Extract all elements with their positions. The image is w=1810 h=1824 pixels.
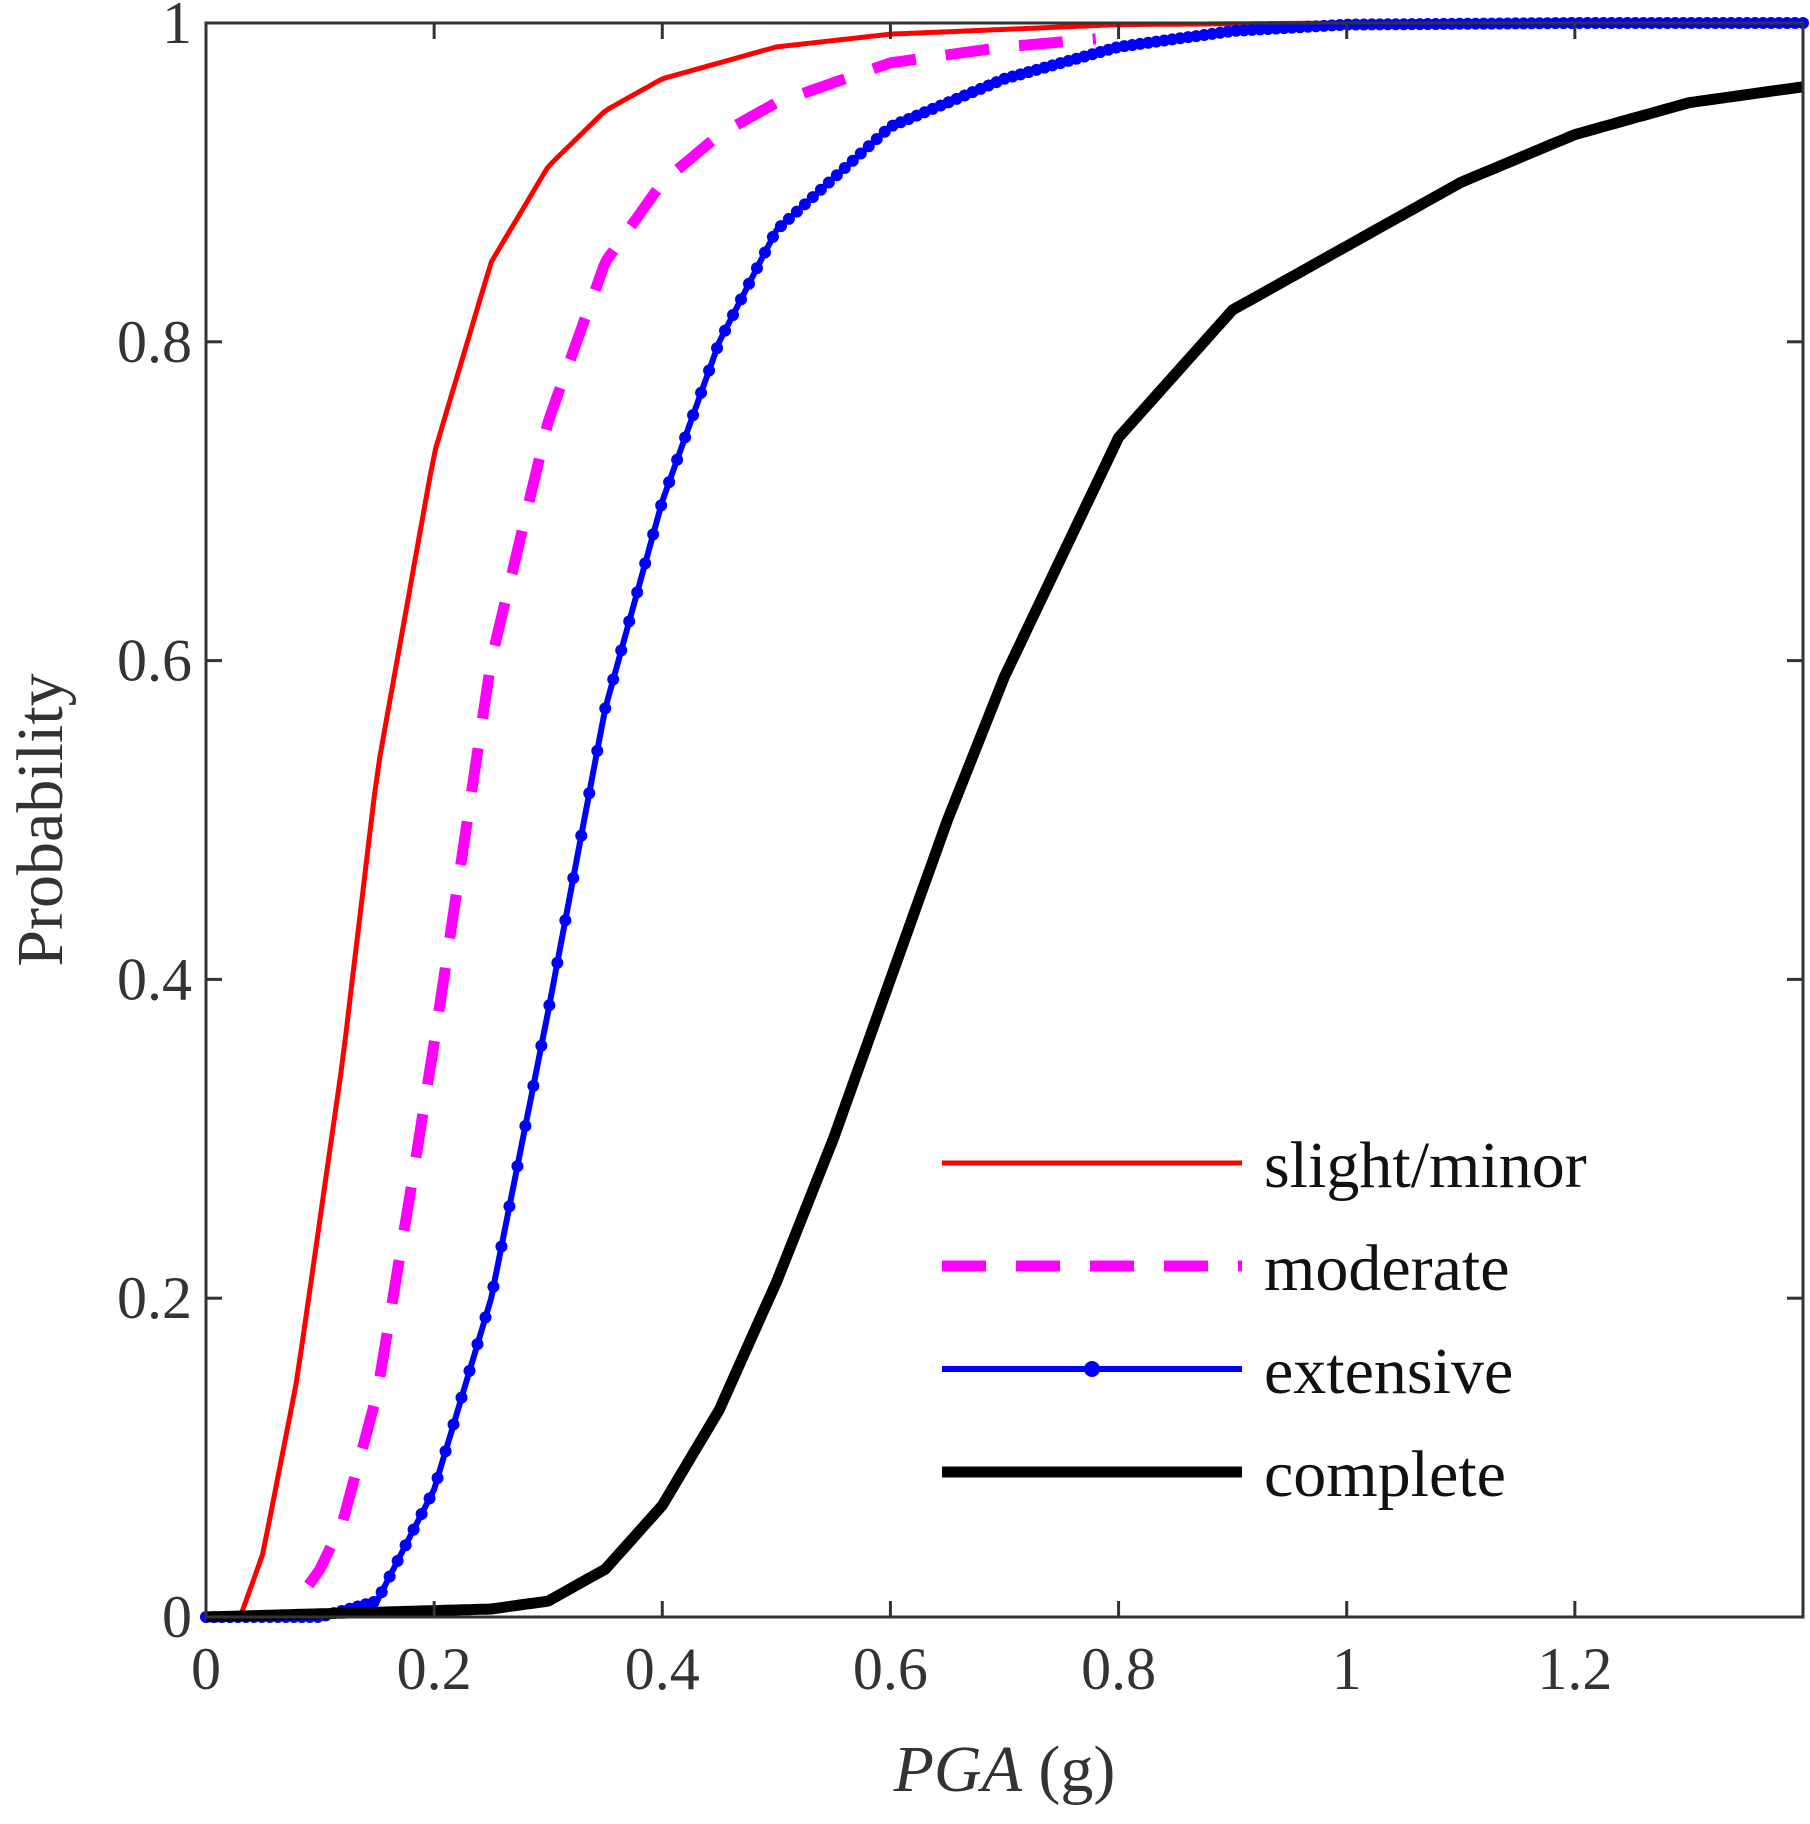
series-marker	[870, 133, 883, 146]
y-axis-label: Probability	[4, 673, 77, 966]
x-tick-label: 1	[1332, 1636, 1362, 1702]
x-tick-label: 0.2	[397, 1636, 472, 1702]
series-marker	[750, 262, 763, 275]
series-marker	[503, 1200, 516, 1213]
series-line-1	[304, 33, 1099, 1589]
legend-label: moderate	[1264, 1232, 1510, 1305]
y-tick-label: 0	[162, 1584, 192, 1650]
series-marker	[439, 1445, 452, 1458]
series-marker	[663, 476, 676, 489]
series-marker	[583, 787, 596, 800]
series-marker	[655, 499, 668, 512]
series-marker	[854, 147, 867, 160]
series-marker	[383, 1570, 396, 1583]
series-marker	[822, 176, 835, 189]
series-marker	[711, 342, 724, 355]
series-marker	[423, 1492, 436, 1505]
series-marker	[790, 205, 803, 218]
series-marker	[838, 162, 851, 175]
series-marker	[415, 1508, 428, 1521]
series-marker	[766, 230, 779, 243]
series-marker	[798, 198, 811, 211]
series-marker	[407, 1523, 420, 1536]
series-marker	[719, 324, 732, 337]
series-marker	[703, 364, 716, 377]
series-marker	[367, 1596, 380, 1609]
x-axis-label: PGA (g)	[893, 1733, 1116, 1806]
series-marker	[455, 1391, 468, 1404]
series-marker	[551, 956, 564, 969]
x-tick-label: 0.4	[625, 1636, 700, 1702]
legend-label: extensive	[1264, 1335, 1513, 1408]
series-marker	[447, 1418, 460, 1431]
series-marker	[535, 1039, 548, 1052]
series-marker	[431, 1472, 444, 1485]
series-marker	[623, 615, 636, 628]
series-marker	[543, 999, 556, 1012]
series-marker	[599, 702, 612, 715]
series-marker	[559, 914, 572, 927]
series-marker	[679, 431, 692, 444]
series-marker	[591, 744, 604, 757]
series-marker	[742, 277, 755, 290]
series-marker	[639, 557, 652, 570]
axes-box	[204, 21, 1805, 1619]
series-marker	[647, 528, 660, 541]
series-marker	[479, 1311, 492, 1324]
series-marker	[527, 1079, 540, 1092]
x-tick-label: 0	[191, 1636, 221, 1702]
series-marker	[615, 644, 628, 657]
series-marker	[862, 140, 875, 153]
y-tick-label: 0.6	[117, 628, 192, 694]
series-marker	[687, 409, 700, 422]
series-marker	[695, 386, 708, 399]
x-axis-label-italic: PGA	[893, 1733, 1023, 1806]
series-marker	[607, 673, 620, 686]
series-marker	[830, 169, 843, 182]
series-marker	[727, 309, 740, 322]
y-tick-label: 0.4	[117, 946, 192, 1012]
series-marker	[567, 872, 580, 885]
x-tick-label: 1.2	[1537, 1636, 1612, 1702]
series-marker	[495, 1240, 508, 1253]
legend-label: slight/minor	[1264, 1129, 1587, 1202]
x-axis-label-unit: (g)	[1022, 1733, 1115, 1806]
series-marker	[519, 1120, 532, 1133]
series-line-3	[205, 81, 1804, 1623]
series-marker	[806, 191, 819, 204]
tick-label-group: 0 0.2 0.4 0.6 0.8 1 1.2 0 0.2 0.4 0.6 0.8 1	[117, 0, 1612, 1702]
legend-label: complete	[1264, 1438, 1506, 1511]
legend-marker	[1084, 1361, 1100, 1377]
y-tick-label: 0.8	[117, 309, 192, 375]
series-marker	[575, 829, 588, 842]
series-marker	[511, 1160, 524, 1173]
series-marker	[814, 183, 827, 196]
y-tick-label: 0.2	[117, 1265, 192, 1331]
series-marker	[671, 453, 684, 466]
series-marker	[734, 293, 747, 306]
y-tick-label: 1	[162, 0, 192, 56]
series-marker	[375, 1586, 388, 1599]
series-marker	[774, 220, 787, 233]
x-tick-label: 0.8	[1081, 1636, 1156, 1702]
tick-group	[204, 21, 1803, 1619]
series-marker	[487, 1280, 500, 1293]
x-tick-label: 0.6	[853, 1636, 928, 1702]
series-marker	[399, 1539, 412, 1552]
series-marker	[471, 1338, 484, 1351]
series-marker	[782, 212, 795, 225]
series-marker	[631, 586, 644, 599]
series-marker	[391, 1554, 404, 1567]
series-marker	[463, 1364, 476, 1377]
series-marker	[758, 246, 771, 259]
legend: slight/minor moderate extensive complete	[942, 1129, 1587, 1511]
series-marker	[846, 154, 859, 167]
